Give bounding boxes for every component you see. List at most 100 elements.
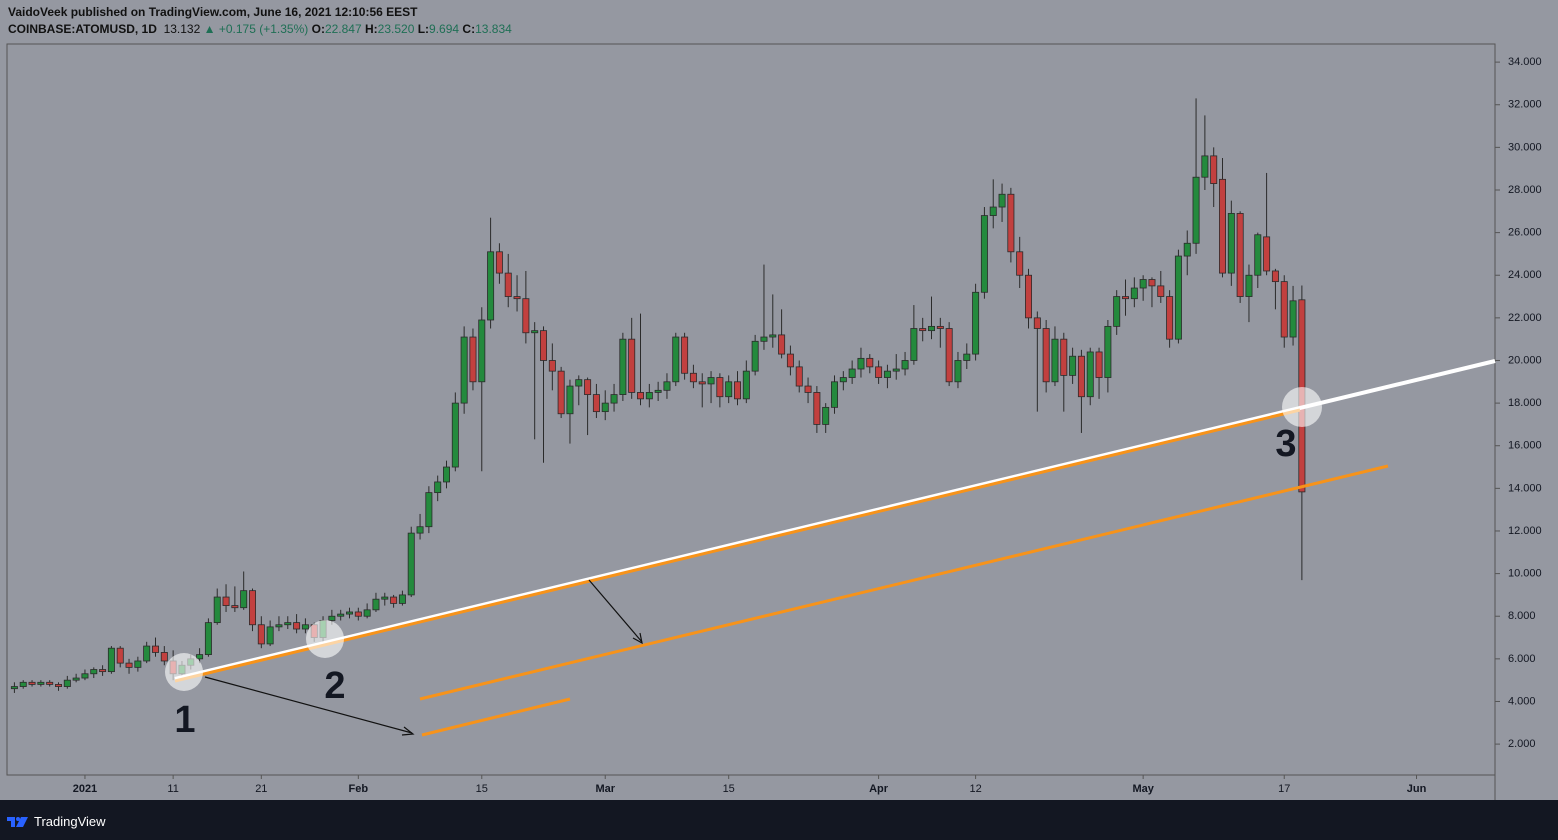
candle-body <box>1192 176 1200 244</box>
candle-body <box>381 596 389 600</box>
trend-line <box>174 359 1496 681</box>
y-tick-label: 24.000 <box>1508 269 1542 281</box>
x-tick-label: 15 <box>476 783 488 795</box>
candle-body <box>275 624 283 628</box>
candle-body <box>504 272 512 297</box>
arrow-head <box>632 632 643 645</box>
y-tick-label: 34.000 <box>1508 56 1542 68</box>
candle-body <box>566 385 574 415</box>
candle-body <box>1016 251 1024 276</box>
trend-line <box>421 697 571 737</box>
x-tick-label: 2021 <box>73 783 97 795</box>
x-tick-label: 11 <box>167 783 178 795</box>
trend-line <box>419 464 1389 701</box>
candle-body <box>1060 338 1068 376</box>
candle-body <box>398 594 406 604</box>
candle-body <box>875 366 883 378</box>
y-tick-label: 4.000 <box>1508 695 1536 707</box>
candle-body <box>672 336 680 383</box>
candle-body <box>354 611 362 617</box>
candle-body <box>152 645 159 653</box>
candle-body <box>460 336 468 404</box>
candle-body <box>1245 274 1253 297</box>
candle-body <box>1280 281 1288 338</box>
candle-body <box>363 609 371 617</box>
ohlc-label: O: <box>311 22 325 36</box>
candle-body <box>663 381 671 391</box>
candle-body <box>160 652 168 662</box>
candle-body <box>1271 270 1279 283</box>
candle-body <box>469 336 477 383</box>
candle-body <box>1051 338 1059 383</box>
candle-body <box>989 206 997 216</box>
y-tick-label: 2.000 <box>1508 738 1536 750</box>
candle-body <box>936 325 944 329</box>
candle-body <box>125 662 133 668</box>
candle-body <box>963 353 971 361</box>
chart: 1 2 3 2.000 4.000 6.000 8.000 10.000 12.000 14… <box>6 43 1542 800</box>
candle-body <box>1210 155 1218 184</box>
up-arrow: ▲ <box>203 22 216 36</box>
candle-body <box>1166 296 1174 340</box>
candle-body <box>46 681 54 685</box>
candle-body <box>81 673 89 679</box>
annotation: 3 <box>1275 423 1296 465</box>
y-tick-label: 30.000 <box>1508 141 1542 153</box>
candle-body <box>584 379 592 395</box>
candle-body <box>972 291 980 355</box>
candle-body <box>1148 279 1156 287</box>
candle-body <box>654 389 662 393</box>
candle-body <box>19 681 27 687</box>
footer: TradingView <box>0 800 1558 840</box>
ohlc-value: 23.520 <box>377 22 415 36</box>
candle-body <box>90 669 98 675</box>
candle-body <box>813 392 821 425</box>
candle-body <box>1077 355 1085 398</box>
last-price: 13.132 <box>163 22 201 36</box>
candle-body <box>707 377 715 385</box>
candle-body <box>196 654 204 660</box>
y-tick-label: 10.000 <box>1508 568 1542 580</box>
candle-body <box>257 624 265 645</box>
candle-body <box>328 615 336 621</box>
candle-body <box>998 193 1006 208</box>
candle-body <box>610 394 618 404</box>
y-tick-label: 12.000 <box>1508 525 1542 537</box>
candle-body <box>795 366 803 387</box>
candle-body <box>751 340 759 372</box>
annotation: 1 <box>174 699 195 741</box>
y-tick-label: 6.000 <box>1508 653 1536 665</box>
candle-body <box>769 334 777 338</box>
candle-body <box>619 338 627 395</box>
candle-body <box>372 598 380 611</box>
candle-body <box>531 330 539 334</box>
candle-body <box>1007 193 1015 253</box>
candle-body <box>416 526 424 534</box>
y-tick-label: 32.000 <box>1508 99 1542 111</box>
candles <box>10 98 1306 693</box>
candle-body <box>760 336 768 342</box>
x-tick-label: Apr <box>869 783 889 795</box>
symbol-line: COINBASE:ATOMUSD, 1D 13.132 ▲ +0.175 (+1… <box>8 21 512 38</box>
candle-body <box>346 611 353 615</box>
arrow <box>588 579 643 643</box>
candle-body <box>716 377 724 398</box>
highlight-circle <box>165 653 203 691</box>
logo <box>7 817 28 827</box>
candle-body <box>540 330 547 361</box>
y-tick-label: 20.000 <box>1508 354 1542 366</box>
candle-body <box>1122 296 1129 300</box>
candle-body <box>390 596 398 604</box>
candle-body <box>1033 317 1041 329</box>
drawings: 1 2 3 <box>165 359 1496 741</box>
ohlc-value: 9.694 <box>429 22 460 36</box>
arrow-head <box>401 726 415 736</box>
candle-body <box>1113 296 1121 327</box>
candle-body <box>72 677 80 681</box>
candle-body <box>213 596 221 624</box>
candle-body <box>301 624 309 630</box>
candle-body <box>980 215 988 293</box>
ohlc-value: 22.847 <box>324 22 362 36</box>
candle-body <box>928 325 935 332</box>
